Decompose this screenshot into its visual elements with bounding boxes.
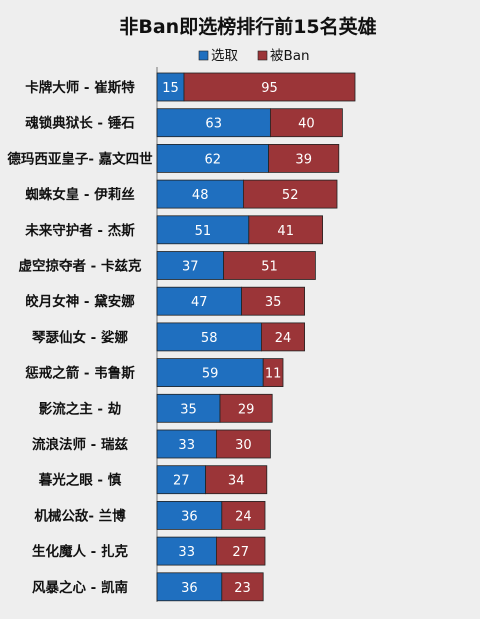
category-label: 蜘蛛女皇 - 伊莉丝 (25, 186, 135, 203)
bar-banned (219, 393, 273, 423)
category-label: 风暴之心 - 凯南 (32, 579, 128, 596)
category-label: 生化魔人 - 扎克 (32, 543, 129, 560)
data-label: 35 (180, 402, 197, 417)
data-label: 59 (202, 367, 219, 382)
bar-banned (215, 429, 271, 459)
bar-banned (205, 465, 268, 495)
bar-banned (241, 286, 306, 316)
bar-picked (156, 286, 242, 316)
category-label: 琴瑟仙女 - 娑娜 (32, 329, 129, 346)
category-label: 影流之主 - 劫 (39, 400, 122, 417)
bar-banned (242, 179, 338, 209)
bar-picked (156, 536, 217, 566)
legend-swatch (198, 50, 209, 61)
bar-picked (156, 358, 264, 388)
data-label: 52 (282, 188, 299, 203)
data-label: 47 (191, 295, 208, 310)
bars: 15 95 63 40 62 39 48 52 51 41 37 51 47 35 58 24 59 11 35 29… (156, 72, 356, 602)
bar-picked (156, 251, 224, 280)
category-label: 流浪法师 - 瑞兹 (32, 436, 129, 453)
data-label: 48 (192, 188, 209, 203)
bar-banned (248, 215, 324, 245)
category-label: 卡牌大师 - 崔斯特 (25, 79, 135, 96)
data-label: 40 (298, 117, 315, 132)
bar-picked (156, 215, 250, 245)
category-label: 未来守护者 - 杰斯 (25, 222, 135, 239)
data-label: 24 (275, 331, 292, 346)
data-label: 39 (295, 152, 312, 167)
chart-title: 非Ban即选榜排行前15名英雄 (119, 15, 376, 38)
data-label: 24 (235, 509, 252, 524)
bar-picked (156, 572, 223, 602)
category-label: 魂锁典狱长 - 锤石 (25, 115, 135, 132)
category-label: 惩戒之箭 - 韦鲁斯 (25, 365, 135, 382)
data-label: 51 (261, 260, 278, 275)
bar-picked (156, 393, 221, 423)
legend: 选取 被Ban (198, 48, 310, 64)
bar-banned (268, 143, 340, 173)
data-label: 37 (182, 260, 199, 275)
data-label: 23 (234, 581, 251, 596)
bar-picked (156, 500, 223, 530)
bar-picked (156, 108, 271, 138)
category-label: 德玛西亚皇子- 嘉文四世 (7, 150, 153, 167)
data-label: 63 (205, 117, 222, 132)
data-label: 35 (265, 295, 282, 310)
data-label: 27 (173, 474, 190, 489)
data-label: 33 (178, 545, 195, 560)
bar-banned (183, 72, 356, 102)
category-label: 皎月女神 - 黛安娜 (25, 293, 135, 310)
bar-banned (221, 572, 264, 602)
bar-banned (221, 500, 266, 530)
category-label: 虚空掠夺者 - 卡兹克 (18, 258, 142, 275)
category-label: 暮光之眼 - 慎 (38, 472, 122, 489)
legend-swatch (257, 50, 268, 61)
category-label: 机械公敌- 兰博 (34, 507, 126, 524)
bar-banned (262, 358, 284, 388)
bar-banned (215, 536, 266, 566)
data-label: 29 (238, 402, 255, 417)
bar-banned (260, 322, 305, 352)
data-label: 15 (162, 81, 179, 96)
data-label: 30 (235, 438, 252, 453)
bar-picked (156, 322, 262, 352)
bar-picked (156, 465, 206, 495)
legend-label: 选取 (211, 48, 238, 64)
data-label: 33 (178, 438, 195, 453)
data-label: 34 (228, 474, 245, 489)
data-label: 36 (181, 581, 198, 596)
data-label: 95 (261, 81, 278, 96)
bar-picked (156, 429, 217, 459)
data-label: 11 (265, 367, 282, 382)
data-label: 36 (181, 509, 198, 524)
data-label: 41 (277, 224, 294, 239)
bar-banned (223, 251, 316, 280)
data-label: 58 (201, 331, 218, 346)
data-label: 51 (195, 224, 212, 239)
bar-banned (269, 108, 343, 138)
data-label: 62 (205, 152, 222, 167)
data-label: 27 (232, 545, 249, 560)
legend-label: 被Ban (270, 48, 310, 64)
